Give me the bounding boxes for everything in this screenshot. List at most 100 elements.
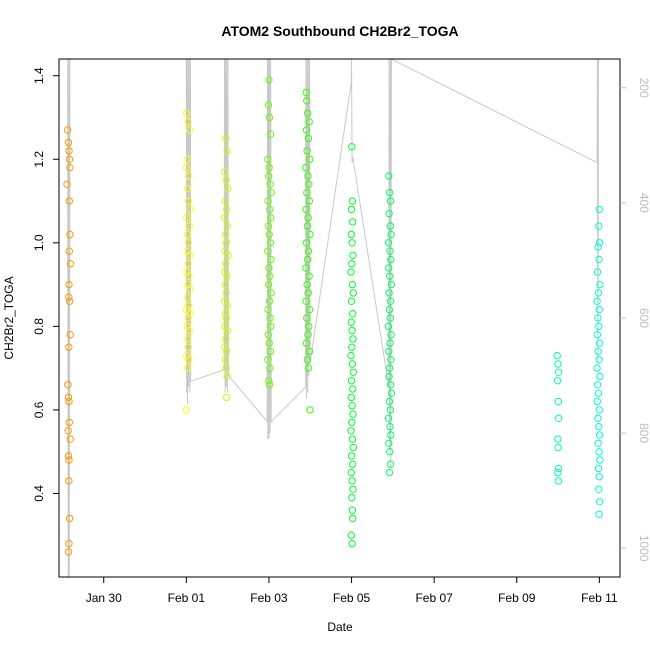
data-point [265,76,273,84]
data-point [348,477,356,485]
data-point [65,197,74,205]
data-point [593,364,601,372]
data-point [304,289,312,297]
data-point [347,393,355,402]
data-point [596,456,604,464]
data-point [347,351,355,360]
data-point [221,197,230,205]
x-tick-label: Jan 30 [86,591,122,605]
data-point [65,343,73,351]
data-point [306,230,314,239]
data-point [63,126,72,134]
data-point [65,477,73,485]
data-point [266,130,275,138]
data-point [349,251,357,260]
data-point [264,155,272,164]
data-point [267,255,275,264]
data-point [348,260,356,268]
data-point [303,222,312,230]
data-point [305,197,314,205]
data-point [223,272,231,280]
data-point [186,126,194,134]
data-point [265,377,273,385]
x-tick-label: Feb 09 [498,591,536,605]
data-point [266,314,274,322]
data-point [385,172,393,180]
data-points [63,76,604,556]
data-point [347,531,355,539]
data-point [65,147,73,155]
data-point [265,381,274,389]
data-point [302,88,310,97]
data-point [183,155,191,164]
data-point [387,230,395,239]
data-point [385,209,393,218]
y-axis: 0.4 0.6 0.8 1.0 1.2 1.4 [32,67,59,502]
data-point [222,176,230,184]
data-point [386,297,395,305]
data-point [64,427,72,435]
data-point [303,147,311,155]
data-point [265,113,274,122]
data-point [347,452,356,460]
data-point [349,218,357,226]
data-point [304,364,313,372]
data-point [349,443,357,452]
data-point [184,197,193,205]
data-point [386,460,395,468]
data-point [306,406,314,414]
data-point [265,163,273,172]
data-point [554,443,562,452]
data-point [594,314,602,322]
data-point [266,180,274,189]
data-point [65,397,73,406]
right-y-axis: 200 400 600 800 1000 [620,78,650,562]
data-point [554,464,563,473]
data-point [265,280,273,289]
data-point [66,230,74,239]
data-point [593,381,602,389]
data-point [184,280,192,289]
data-point [304,247,313,255]
y-axis-label: CH2Br2_TOGA [2,276,16,359]
data-point [386,222,394,230]
x-tick-label: Feb 03 [250,591,288,605]
data-point [348,506,357,514]
data-point [348,418,356,427]
data-point [66,163,74,172]
data-point [304,331,312,339]
data-point [221,322,229,331]
data-point [593,331,601,339]
data-point [347,318,355,326]
data-point [302,297,310,305]
data-point [222,364,230,372]
data-point [593,397,601,406]
data-point [596,372,604,381]
data-point [595,422,603,431]
data-point [64,138,73,147]
data-point [385,439,393,447]
right-y-tick-label: 800 [637,423,650,443]
data-point [222,260,230,268]
data-point [349,385,357,393]
data-point [266,364,274,372]
data-point [595,305,603,314]
data-point [594,347,602,356]
data-point [266,205,274,214]
data-point [64,548,73,556]
data-point [302,239,311,247]
data-point [185,172,193,180]
data-point [596,280,604,289]
data-point [347,468,355,477]
data-point [223,147,231,155]
data-point [184,118,192,126]
data-point [349,514,357,523]
data-point [184,314,192,322]
data-point [306,155,314,164]
data-point [593,297,601,305]
data-point [224,251,232,260]
data-point [554,397,562,406]
data-point [66,331,74,339]
data-point [386,422,394,431]
data-point [63,180,71,189]
